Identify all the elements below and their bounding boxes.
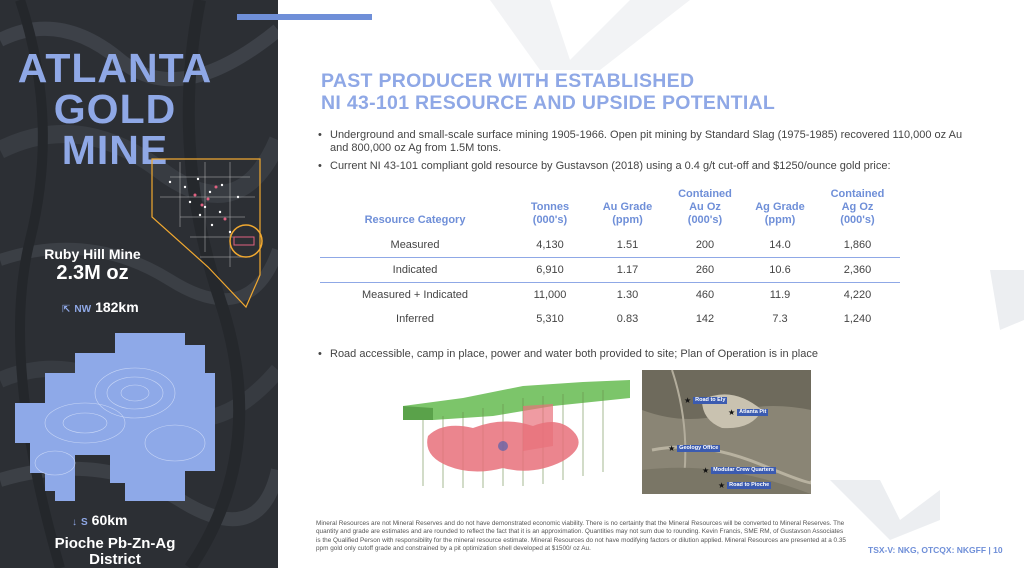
table-header: Au Grade (ppm) [602,201,653,226]
table-cell: 460 [695,289,715,301]
table-cell: 200 [695,239,715,251]
table-row: Measured + Indicated 11,000 1.30 460 11.… [320,283,900,308]
pioche-district-label: Pioche Pb-Zn-Ag District [0,536,230,568]
table-cell: 0.83 [616,313,639,325]
label-geology-office: ★ Geology Office [668,444,721,453]
south-arrow-icon: ↓ [72,517,77,528]
decorative-shape-right [990,270,1024,330]
table-cell: Inferred [396,313,434,325]
table-row: Measured 4,130 1.51 200 14.0 1,860 [320,233,900,258]
table-cell: 7.3 [772,313,788,325]
table-cell: 14.0 [769,239,791,251]
block-model-image [403,380,630,488]
ticker-page-number: TSX-V: NKG, OTCQX: NKGFF | 10 [868,545,1003,555]
label-modular-crew-quarters: ★ Modular Crew Quarters [702,466,776,475]
table-cell: 1,860 [843,239,872,251]
nw-arrow-icon: ⇱ [62,304,71,315]
page-title: ATLANTA GOLD MINE [0,48,230,171]
decorative-shape-bottom [830,480,940,540]
bullet-item: Underground and small-scale surface mini… [318,129,978,155]
table-cell: Measured [390,239,440,251]
table-cell: 11.9 [769,289,791,301]
ruby-direction: NW [74,304,92,315]
heading-line-1: PAST PRODUCER WITH ESTABLISHED [321,70,695,92]
accent-bar [237,14,372,20]
table-row: Indicated 6,910 1.17 260 10.6 2,360 [320,257,900,283]
table-cell: Measured + Indicated [361,289,469,301]
table-row: Inferred 5,310 0.83 142 7.3 1,240 [320,307,900,331]
ruby-hill-distance: ⇱ NW 182km [62,299,139,315]
ruby-hill-label: Ruby Hill Mine [44,246,141,262]
title-line-2: GOLD MINE [53,86,177,173]
star-icon: ★ [718,481,726,490]
table-cell: 11,000 [533,289,567,301]
table-cell: 10.6 [745,257,815,283]
table-header: Contained Ag Oz (000's) [830,188,885,226]
ruby-hill-ounces: 2.3M oz [56,262,129,284]
table-cell: 1,240 [843,313,872,325]
bullet-list: Underground and small-scale surface mini… [318,129,978,178]
bullet-item-road-access: Road accessible, camp in place, power an… [318,348,990,360]
table-cell: 4,220 [843,289,872,301]
table-cell: 142 [695,313,715,325]
table-cell: 5,310 [536,313,564,325]
table-cell: 2,360 [815,257,900,283]
disclaimer-footnote: Mineral Resources are not Mineral Reserv… [316,520,846,553]
table-cell: 1.30 [616,289,639,301]
aerial-photo-background [642,370,811,494]
label-atlanta-pit: ★ Atlanta Pit [728,408,769,417]
pioche-name-line-2: District [89,551,141,568]
table-header: Ag Grade (ppm) [755,201,805,226]
decorative-shape [490,0,690,70]
star-icon: ★ [702,466,710,475]
table-cell: 4,130 [536,239,564,251]
section-heading: PAST PRODUCER WITH ESTABLISHED NI 43-101… [321,70,775,114]
title-line-1: ATLANTA [17,45,213,91]
star-icon: ★ [668,444,676,453]
heading-line-2: NI 43-101 RESOURCE AND UPSIDE POTENTIAL [321,92,776,114]
pioche-district-map [15,333,215,501]
aerial-site-photo: ★ Road to Ely ★ Atlanta Pit ★ Geology Offic… [642,370,811,494]
label-road-to-ely: ★ Road to Ely [684,396,728,405]
pioche-distance-value: 60km [91,512,128,528]
table-header: Resource Category [364,214,466,226]
table-header: Contained Au Oz (000's) [678,188,732,226]
bullet-item: Current NI 43-101 compliant gold resourc… [318,160,978,173]
table-cell: 6,910 [510,257,590,283]
nevada-map [151,158,263,309]
table-cell: 1.17 [590,257,665,283]
pioche-distance: ↓ S 60km [72,512,127,528]
table-header-row: Resource Category Tonnes (000's) Au Grad… [320,188,900,233]
table-cell: 1.51 [616,239,639,251]
star-icon: ★ [728,408,736,417]
ruby-distance-value: 182km [95,299,139,315]
pioche-name-line-1: Pioche Pb-Zn-Ag [54,535,176,552]
resource-table: Resource Category Tonnes (000's) Au Grad… [320,188,900,331]
pioche-direction: S [81,517,88,528]
star-icon: ★ [684,396,692,405]
table-header: Tonnes (000's) [530,201,570,226]
table-cell: 260 [665,257,745,283]
label-road-to-pioche: ★ Road to Pioche [718,481,772,490]
table-cell: Indicated [320,257,510,283]
left-panel: ATLANTA GOLD MINE Ruby Hill Mine 2.3M oz… [0,0,278,568]
